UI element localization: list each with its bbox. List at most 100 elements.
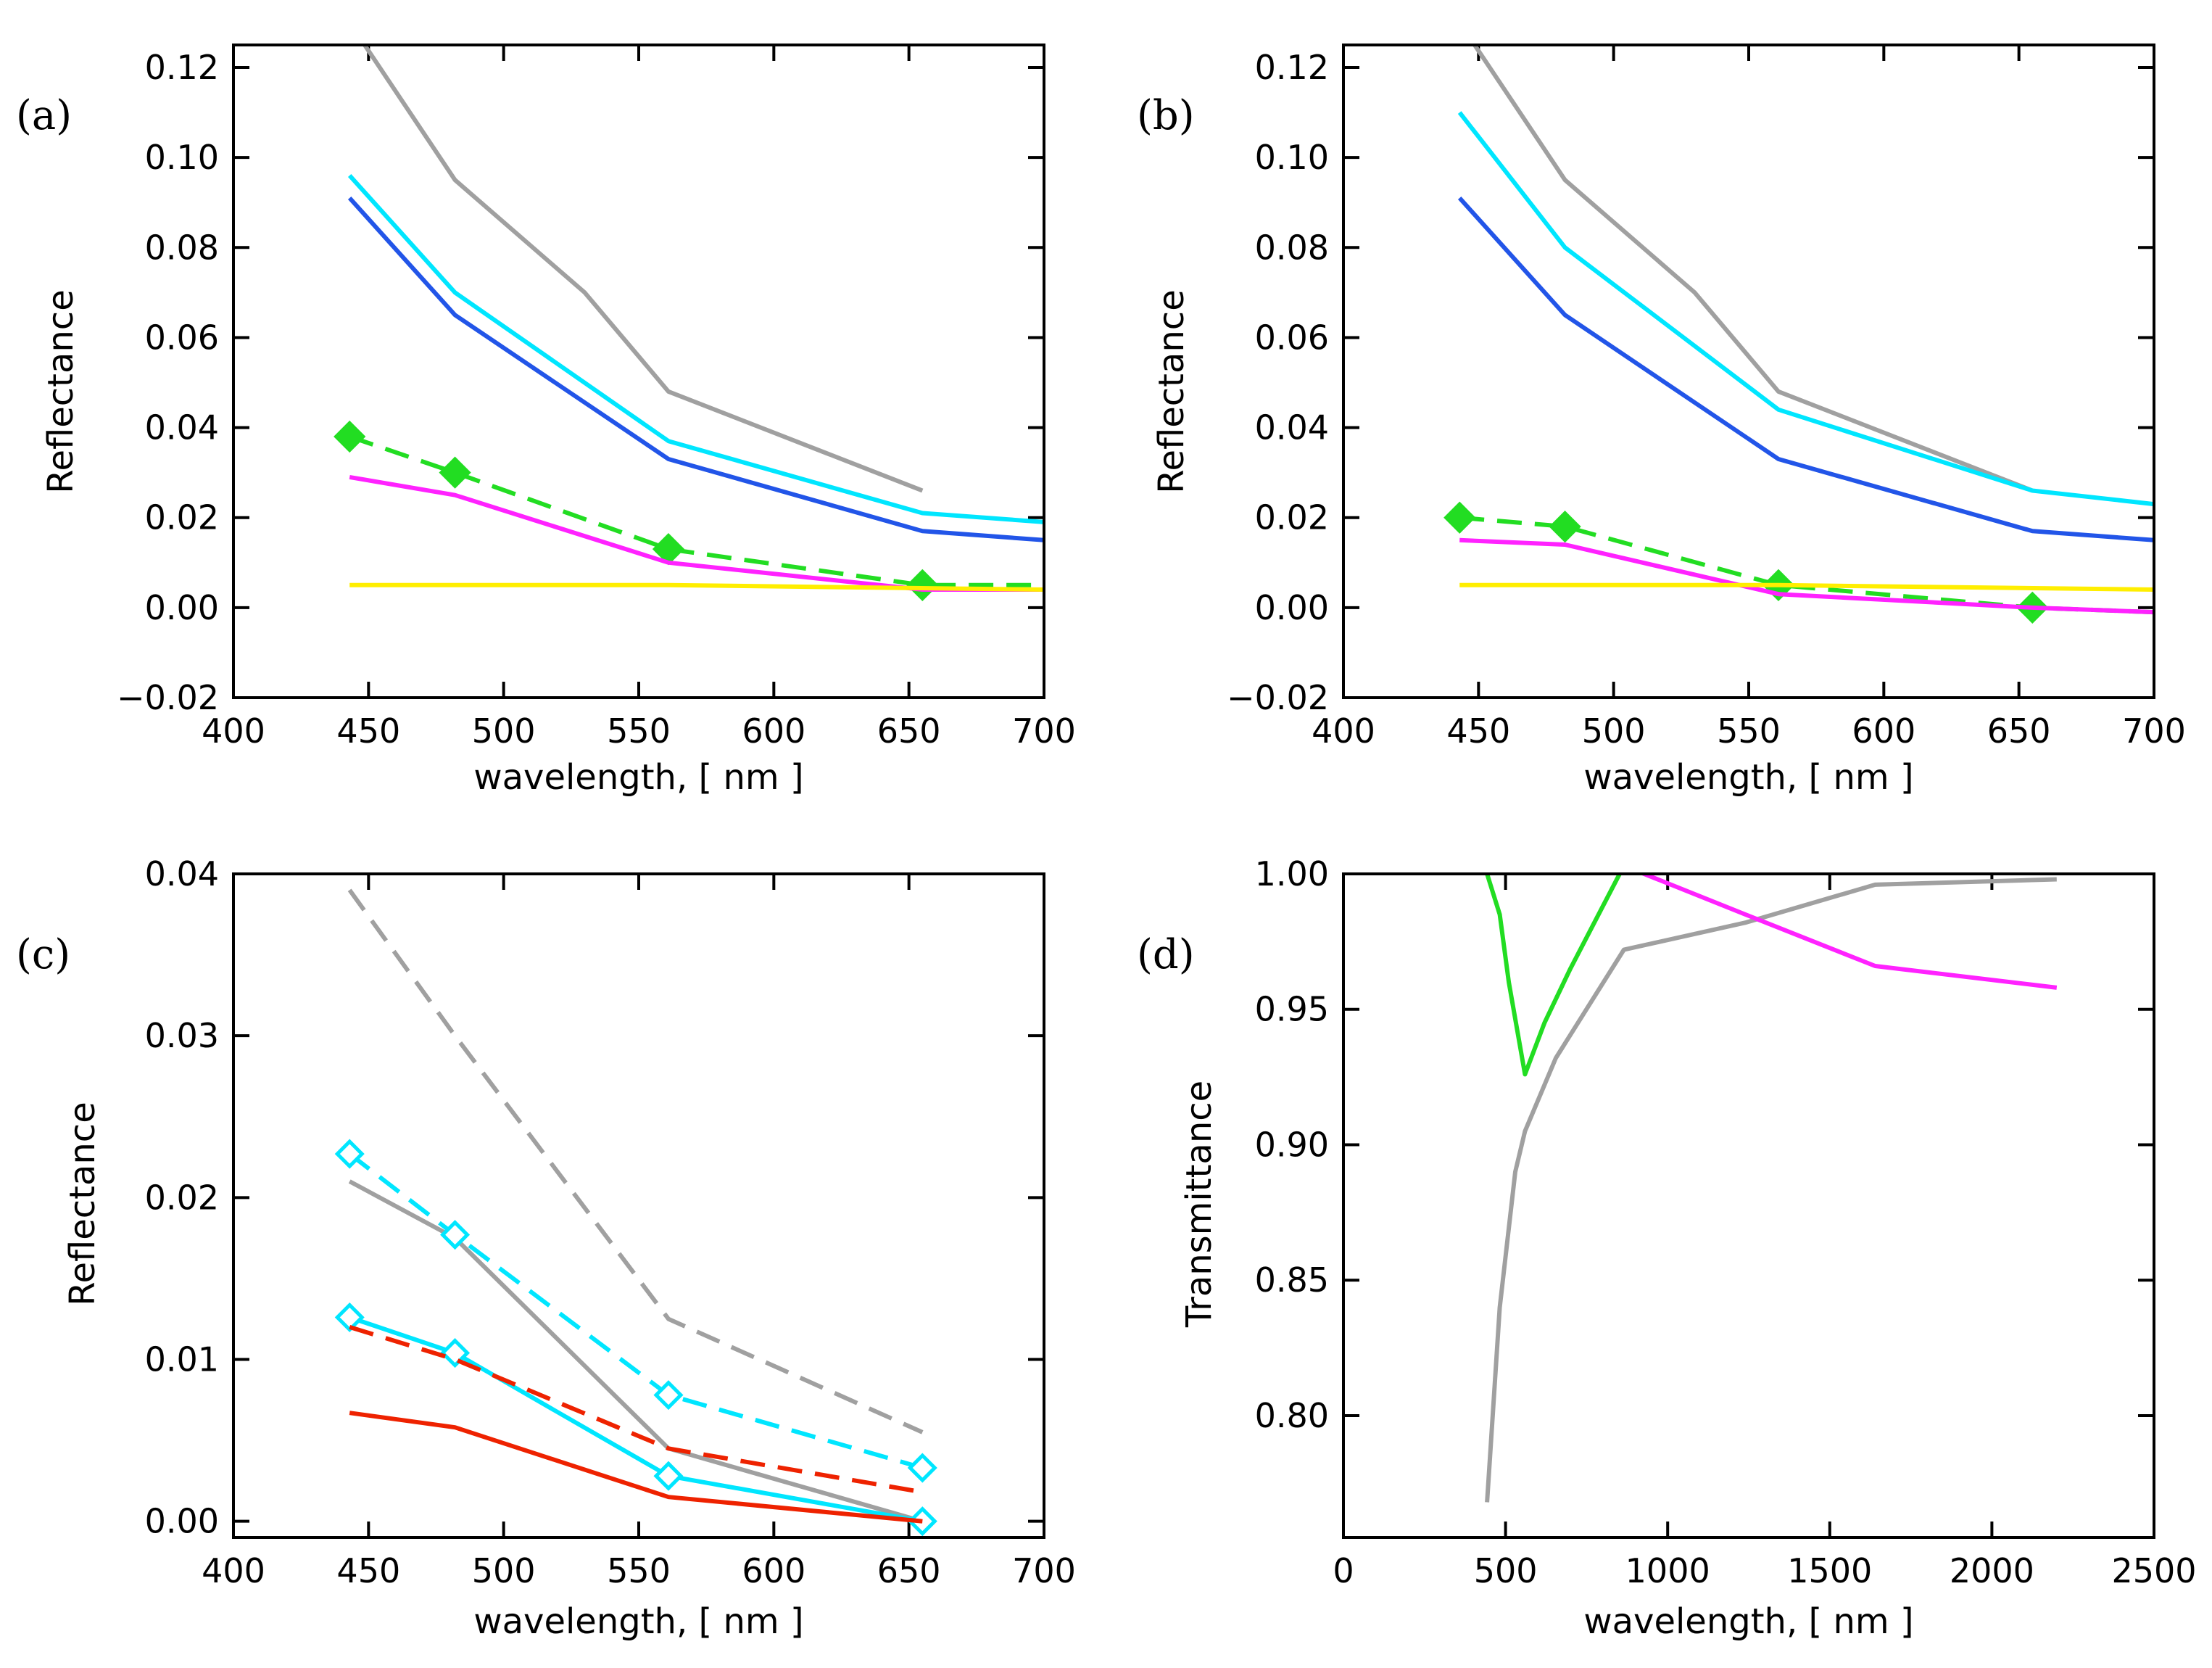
plot-b-ytick-label-1: 0.00 (1255, 588, 1329, 627)
plot-a-ylabel: Reflectance (41, 289, 81, 493)
plot-d-xtick-label-2: 1000 (1625, 1551, 1710, 1590)
plot-c-xtick-label-2: 500 (472, 1551, 536, 1590)
plot-d-xtick-label-0: 0 (1333, 1551, 1354, 1590)
plot-c-xtick-label-0: 400 (202, 1551, 265, 1590)
plot-c-series-red-dashed (349, 1325, 923, 1495)
plot-d-ytick-label-0: 0.80 (1255, 1396, 1329, 1435)
plot-c-ylabel: Reflectance (62, 1102, 103, 1305)
plot-a-series-yellow (349, 582, 1044, 592)
plot-c-marker-cyan-2 (653, 1461, 684, 1491)
plot-a-xtick-label-0: 400 (202, 711, 265, 751)
plot-b-xtick-label-4: 600 (1852, 711, 1915, 751)
panel-d-letter: (d) (1137, 931, 1195, 978)
plot-a-marker-green-0 (334, 420, 366, 453)
plot-d-xtick-label-3: 1500 (1787, 1551, 1872, 1590)
panel-b-letter: (b) (1137, 92, 1195, 139)
plot-a: 400 450 500 550 600 650 700 −0.02 0.00 0.02 0.04 0.… (117, 45, 1076, 751)
plot-c-xtick-label-4: 600 (742, 1551, 805, 1590)
plot-c-series-cyan (349, 1315, 923, 1524)
plot-a-series-group (334, 45, 1044, 601)
plot-c-marker-cyan-dashed-0 (334, 1139, 365, 1169)
plot-b-xtick-label-0: 400 (1312, 711, 1375, 751)
panel-b: (b) 400 450 500 550 600 650 700 −0.02 0.00 0.02 0.… (1137, 44, 2186, 798)
plot-a-xtick-label-2: 500 (472, 711, 536, 751)
plot-b-ytick-label-0: −0.02 (1227, 678, 1329, 717)
plot-b-series-group (1443, 45, 2154, 624)
plot-d-ytick-label-3: 0.95 (1255, 990, 1329, 1029)
plot-d-ytick-label-1: 0.85 (1255, 1260, 1329, 1300)
plot-a-xtick-label-6: 700 (1012, 711, 1076, 751)
plot-a-ytick-label-1: 0.00 (145, 588, 219, 627)
plot-a-series-blue (347, 196, 1044, 542)
plot-c-xtick-label-6: 700 (1012, 1551, 1076, 1590)
plot-a-ytick-label-5: 0.08 (145, 228, 219, 267)
plot-c-ytick-label-2: 0.02 (145, 1178, 219, 1217)
plot-a-xtick-label-1: 450 (336, 711, 400, 751)
plot-d-xtick-label-4: 2000 (1950, 1551, 2034, 1590)
plot-a-ytick-label-3: 0.04 (145, 408, 219, 447)
plot-d: 0 500 1000 1500 2000 2500 0.80 0.85 0.90 0.95 1.00 (1255, 854, 2197, 1590)
plot-c-xtick-label-5: 650 (877, 1551, 941, 1590)
plot-a-frame (232, 44, 1045, 699)
plot-c-marker-cyan-dashed-2 (653, 1380, 684, 1411)
plot-b-series-blue (1457, 196, 2154, 542)
plot-b-ytick-label-6: 0.10 (1255, 138, 1329, 177)
plot-d-frame (1342, 872, 2155, 1539)
plot-b-ylabel: Reflectance (1151, 289, 1192, 493)
plot-b-marker-green-1 (1549, 511, 1581, 543)
plot-c-series-gray-dashed (347, 888, 924, 1434)
plot-d-series-magenta (1638, 874, 2058, 990)
plot-c-series-gray (348, 1179, 924, 1524)
plot-c-xtick-label-3: 550 (607, 1551, 671, 1590)
panel-c: (c) 400 450 500 550 600 650 700 0.00 0.01 0.02 0.0… (16, 854, 1076, 1642)
plot-a-ytick-label-2: 0.02 (145, 498, 219, 537)
plot-d-series-green (1483, 874, 1623, 1077)
plot-c-series-red (349, 1411, 923, 1524)
panel-a: (a) 400 450 500 550 600 650 700 −0.02 0.00 0.02 0.… (16, 44, 1076, 798)
plot-b-series-gray (1472, 45, 2034, 493)
plot-c-xtick-label-1: 450 (336, 1551, 400, 1590)
plot-a-xtick-label-3: 550 (607, 711, 671, 751)
plot-d-xtick-label-1: 500 (1474, 1551, 1538, 1590)
panel-d: (d) 0 500 1000 1500 2000 2500 0.80 0.85 0.90 0.95… (1137, 854, 2197, 1642)
plot-b-xtick-label-1: 450 (1446, 711, 1510, 751)
plot-a-xtick-label-5: 650 (877, 711, 941, 751)
plot-b-frame (1342, 44, 2155, 699)
plot-a-ytick-label-6: 0.10 (145, 138, 219, 177)
plot-b-ytick-label-5: 0.08 (1255, 228, 1329, 267)
plot-b-xtick-label-2: 500 (1582, 711, 1646, 751)
plot-d-ytick-label-2: 0.90 (1255, 1125, 1329, 1164)
plot-c: 400 450 500 550 600 650 700 0.00 0.01 0.02 0.03 0.0… (145, 854, 1076, 1590)
plot-a-ytick-label-0: −0.02 (117, 678, 219, 717)
plot-d-ytick-label-4: 1.00 (1255, 854, 1329, 893)
plot-a-marker-green-3 (906, 569, 939, 601)
plot-d-xtick-label-5: 2500 (2111, 1551, 2196, 1590)
plot-c-ytick-label-0: 0.00 (145, 1502, 219, 1541)
plot-c-marker-cyan-0 (334, 1302, 365, 1333)
plot-c-series-group (334, 888, 937, 1537)
plot-a-ytick-label-4: 0.06 (145, 318, 219, 357)
plot-a-xlabel: wavelength, [ nm ] (473, 757, 803, 798)
plot-c-frame (232, 872, 1045, 1539)
plot-b: 400 450 500 550 600 650 700 −0.02 0.00 0.02 0.04 0.… (1227, 45, 2186, 751)
plot-c-marker-cyan-dashed-1 (440, 1220, 471, 1250)
plot-b-series-cyan (1457, 111, 2154, 507)
plot-a-marker-green-1 (439, 456, 471, 489)
plot-c-ytick-label-4: 0.04 (145, 854, 219, 893)
plot-c-series-cyan-dashed (348, 1152, 924, 1470)
plot-d-xlabel: wavelength, [ nm ] (1583, 1601, 1913, 1642)
plot-a-xtick-label-4: 600 (742, 711, 805, 751)
plot-c-marker-cyan-1 (440, 1338, 471, 1368)
plot-a-series-gray (362, 45, 924, 493)
plot-b-xtick-label-5: 650 (1987, 711, 2051, 751)
panel-c-letter: (c) (16, 931, 70, 978)
plot-b-series-yellow (1459, 582, 2154, 592)
plot-c-marker-cyan-dashed-3 (907, 1453, 937, 1483)
plot-a-series-cyan (347, 173, 1044, 524)
plot-b-ytick-label-3: 0.04 (1255, 408, 1329, 447)
plot-b-marker-green-0 (1443, 501, 1476, 534)
plot-b-ytick-label-4: 0.06 (1255, 318, 1329, 357)
plot-d-series-group (1483, 874, 2058, 1503)
plot-b-series-magenta (1459, 537, 2154, 615)
